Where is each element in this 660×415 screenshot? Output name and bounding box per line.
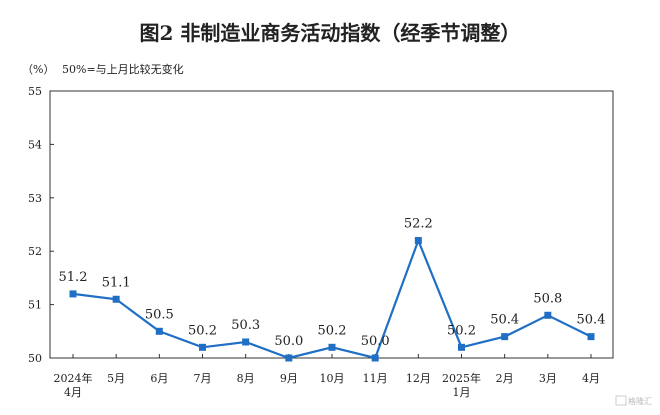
data-label: 50.4: [490, 313, 519, 328]
x-tick-label: 4月: [582, 372, 600, 385]
x-tick-label: 3月: [539, 372, 557, 385]
data-point: [414, 237, 422, 245]
y-tick-label: 55: [28, 85, 42, 98]
series-markers: [69, 237, 595, 362]
chart-note: 50%=与上月比较无变化: [62, 62, 184, 76]
y-tick-label: 53: [28, 192, 42, 205]
data-point: [544, 311, 552, 319]
data-point: [371, 354, 379, 362]
chart-title: 图2 非制造业商务活动指数（经季节调整）: [140, 21, 521, 45]
data-label: 50.0: [274, 334, 303, 349]
data-point: [112, 295, 120, 303]
x-tick-label: 2025年: [442, 371, 481, 385]
x-tick-label: 6月: [150, 372, 168, 385]
data-point: [285, 354, 293, 362]
data-label: 51.1: [102, 275, 131, 290]
data-label: 50.8: [533, 291, 562, 306]
data-point: [501, 333, 509, 341]
x-tick-label: 12月: [406, 372, 431, 385]
x-tick-label: 2024年: [54, 371, 93, 385]
data-label: 51.2: [59, 270, 88, 285]
data-point: [155, 327, 163, 335]
svg-text:格隆汇: 格隆汇: [628, 396, 652, 406]
series-line: [72, 237, 592, 360]
data-point: [69, 290, 77, 298]
x-tick-label: 11月: [363, 372, 388, 385]
x-tick-label: 1月: [453, 386, 471, 399]
data-label: 52.2: [404, 217, 433, 232]
data-point: [328, 343, 336, 351]
data-label: 50.4: [577, 313, 606, 328]
data-labels: 51.2 51.1 50.5 50.2 50.3 50.0 50.2 50.0 52.2 50.2…: [59, 217, 606, 349]
plot-area-frame: [49, 90, 614, 359]
data-label: 50.2: [188, 323, 217, 338]
data-label: 50.3: [231, 318, 260, 333]
x-tick-label: 4月: [64, 386, 82, 399]
x-tick-label: 9月: [280, 372, 298, 385]
data-point: [587, 333, 595, 341]
x-tick-label: 2月: [496, 372, 514, 385]
y-tick-label: 54: [28, 138, 42, 151]
x-tick-label: 5月: [107, 372, 125, 385]
data-point: [199, 343, 206, 351]
data-point: [458, 343, 465, 351]
data-label: 50.0: [361, 334, 390, 349]
data-point: [242, 338, 250, 346]
y-axis-ticks: 50 51 52 53 54 55: [28, 85, 54, 365]
data-label: 50.5: [145, 307, 174, 322]
x-tick-label: 10月: [320, 372, 345, 385]
y-axis-unit: （%）: [22, 63, 54, 76]
y-tick-label: 52: [28, 245, 42, 258]
x-tick-label: 7月: [194, 372, 212, 385]
x-tick-label: 8月: [237, 372, 255, 385]
y-tick-label: 51: [28, 299, 42, 312]
watermark-logo: 格隆汇: [615, 395, 652, 406]
data-label: 50.2: [318, 323, 347, 338]
data-label: 50.2: [447, 323, 476, 338]
y-tick-label: 50: [28, 352, 42, 365]
